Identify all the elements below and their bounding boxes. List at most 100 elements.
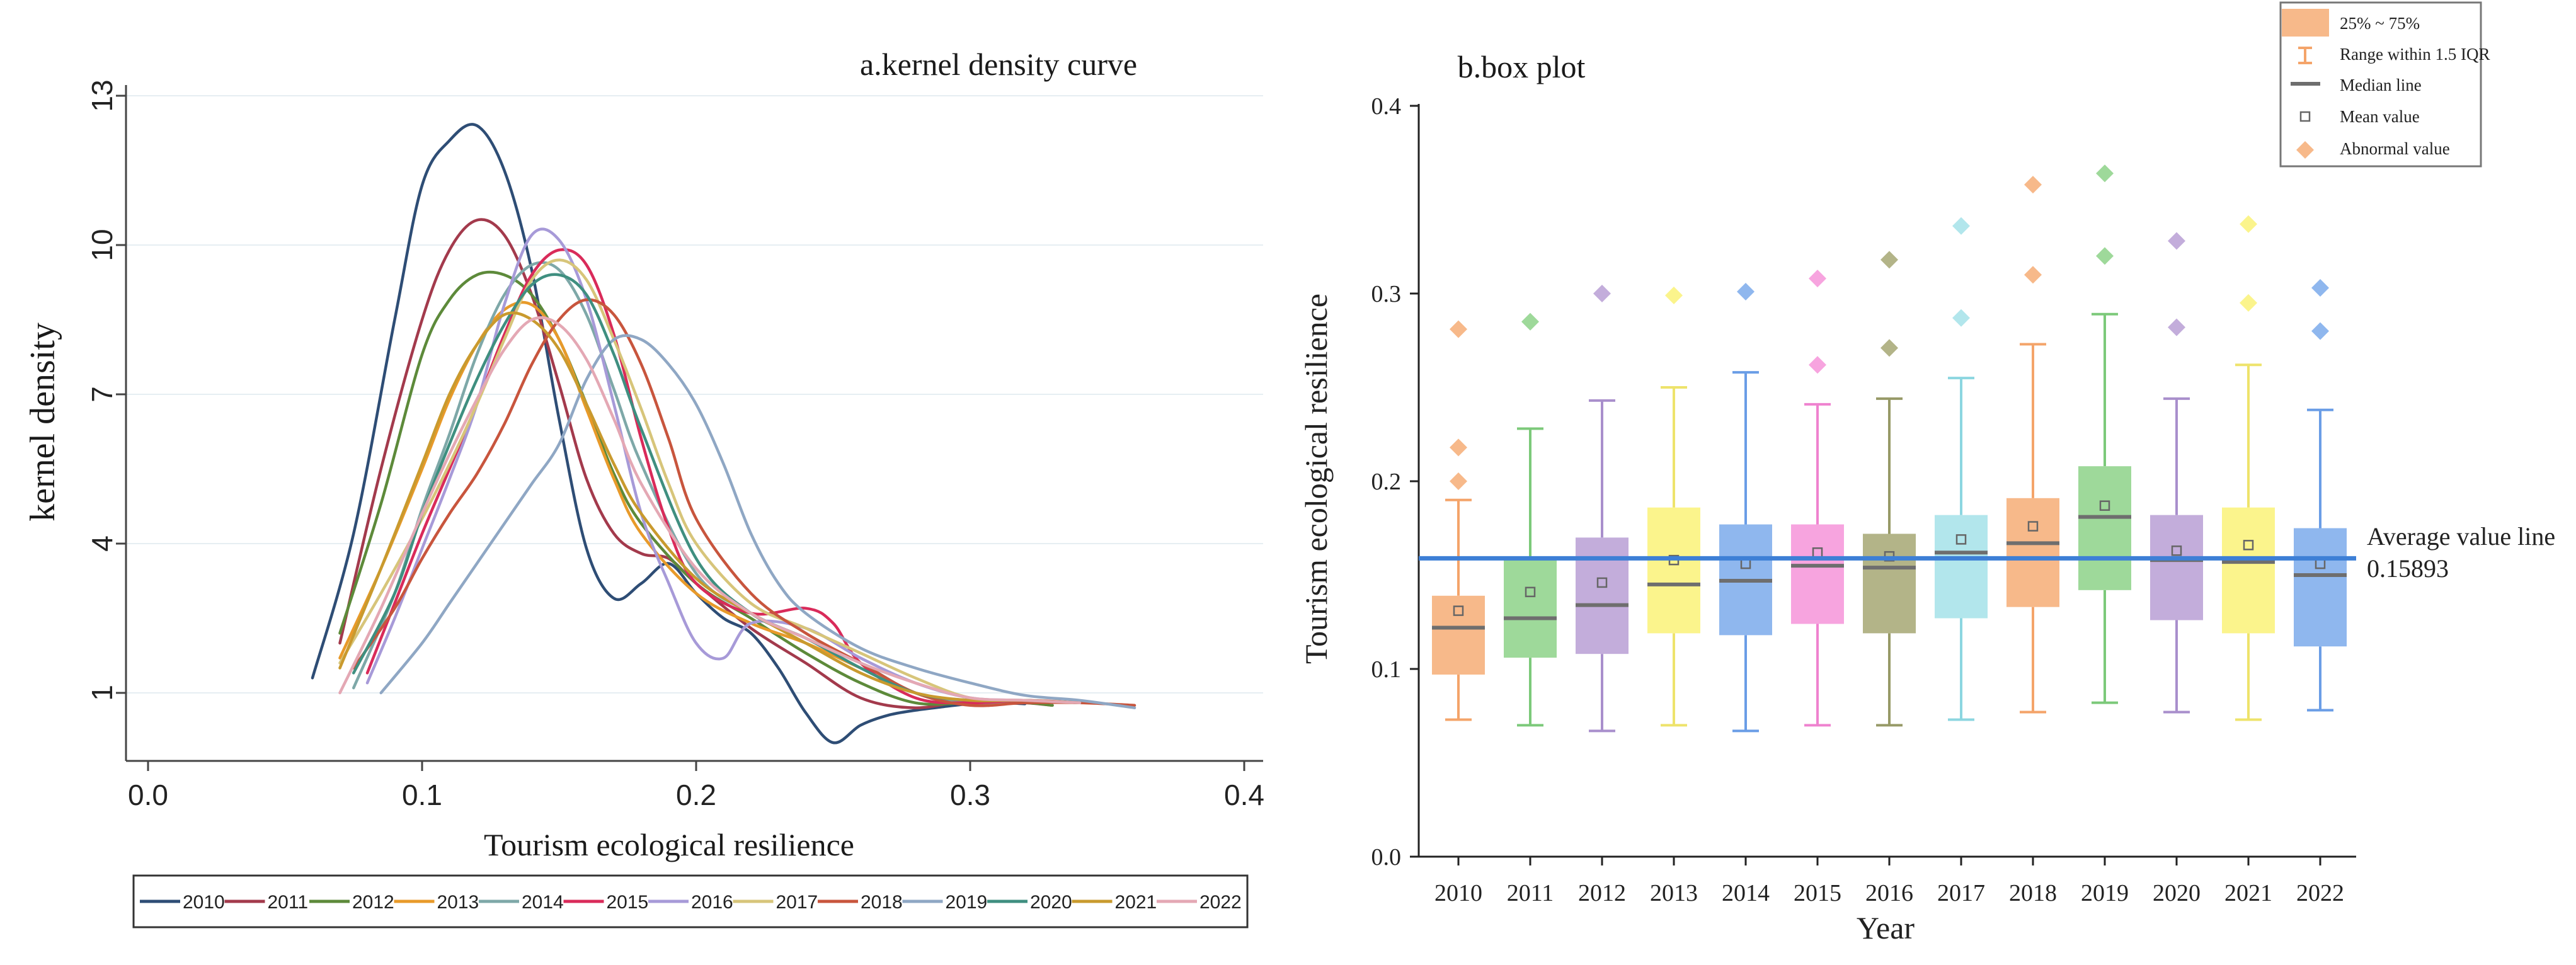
box-outlier (1521, 312, 1539, 331)
box-outlier (1880, 251, 1898, 269)
kernel-y-axis-label: kernel density (23, 323, 62, 522)
box-legend: 25% ~ 75% Range within 1.5 IQR Median li… (2279, 1, 2490, 168)
kernel-legend-label-2015: 2015 (607, 892, 649, 913)
kernel-y-tick-label: 7 (86, 386, 118, 403)
kernel-legend-label-2016: 2016 (691, 892, 733, 913)
box-2020 (2150, 232, 2203, 714)
box-y-tick-label: 0.3 (1371, 281, 1402, 307)
kernel-gridlines (126, 95, 1263, 694)
kernel-x-axis-label: Tourism ecological resilience (484, 827, 854, 862)
box-iqr (1935, 515, 1988, 619)
kernel-curve-2021 (338, 311, 1082, 705)
box-outlier (1809, 270, 1826, 288)
box-iqr (1863, 534, 1916, 634)
kernel-legend-label-2018: 2018 (861, 892, 903, 913)
kernel-legend-label-2017: 2017 (776, 892, 818, 913)
kernel-x-tick-label: 0.3 (950, 779, 990, 811)
kernel-curve-2012 (338, 270, 1054, 707)
box-mean (2171, 545, 2182, 556)
kernel-legend-label-2022: 2022 (1199, 892, 1242, 913)
kernel-legend: 2010 2011 2012 2013 2014 2015 2016 2017 2018 2019… (140, 892, 1242, 913)
kernel-curve-2010 (311, 123, 1027, 745)
box-outlier (1593, 285, 1611, 302)
average-line-label: Average value line (2367, 522, 2555, 551)
kernel-curve-2011 (338, 218, 1054, 709)
box-mean (1453, 605, 1464, 616)
box-x-axis-label: Year (1857, 910, 1915, 945)
kernel-x-tick-label: 0.2 (676, 779, 716, 811)
box-2017 (1935, 217, 1988, 721)
box-series (1432, 164, 2347, 733)
box-chart-title: b.box plot (1458, 49, 1586, 84)
box-iqr (1791, 524, 1844, 624)
kernel-y-tick-label: 10 (86, 229, 118, 261)
kernel-density-panel: a.kernel density curve 1 4 7 10 13 0.0 0.1 0.2… (23, 47, 1264, 928)
box-outlier (2240, 294, 2257, 312)
box-outlier (1880, 339, 1898, 357)
box-iqr (2222, 507, 2275, 634)
box-iqr (1576, 537, 1629, 654)
box-outlier (1450, 438, 1467, 457)
average-line-value: 0.15893 (2367, 554, 2449, 583)
kernel-x-tick-label: 0.4 (1224, 779, 1264, 811)
box-y-tick-label: 0.4 (1371, 93, 1402, 120)
box-2013 (1647, 286, 1700, 727)
legend-median-label: Median line (2340, 76, 2422, 94)
kernel-curves (311, 123, 1136, 745)
box-iqr (1432, 595, 1485, 675)
legend-outlier-label: Abnormal value (2340, 139, 2450, 158)
box-outlier (1665, 286, 1683, 304)
kernel-x-tick-label: 0.0 (128, 779, 168, 811)
kernel-legend-label-2020: 2020 (1030, 892, 1072, 913)
kernel-legend-label-2013: 2013 (437, 892, 479, 913)
box-2019 (2078, 164, 2131, 704)
box-y-tick-label: 0.0 (1371, 844, 1402, 871)
box-x-ticks: 2010 2011 2012 2013 2014 2015 2016 2017 2018 2019… (1434, 857, 2344, 906)
box-outlier (2240, 215, 2257, 233)
box-outlier (1450, 472, 1467, 490)
box-2015 (1791, 270, 1844, 727)
kernel-y-ticks: 1 4 7 10 13 (86, 79, 126, 701)
box-mean (1955, 534, 1967, 545)
kernel-curve-2020 (352, 273, 1082, 705)
box-2022 (2294, 279, 2347, 712)
legend-outlier-symbol (2296, 141, 2314, 159)
kernel-legend-label-2012: 2012 (352, 892, 394, 913)
box-x-tick-label: 2021 (2224, 880, 2272, 906)
box-iqr (2006, 498, 2059, 607)
kernel-legend-label-2011: 2011 (268, 892, 309, 913)
box-iqr (1504, 560, 1557, 658)
box-x-tick-label: 2022 (2296, 880, 2344, 906)
box-iqr (2078, 466, 2131, 590)
box-x-tick-label: 2018 (2009, 880, 2057, 906)
box-outlier (2168, 232, 2185, 250)
box-y-tick-label: 0.2 (1371, 469, 1402, 495)
box-x-tick-label: 2015 (1794, 880, 1841, 906)
kernel-curve-2022 (338, 316, 1082, 705)
kernel-legend-label-2014: 2014 (522, 892, 564, 913)
legend-whisker-label: Range within 1.5 IQR (2340, 45, 2490, 64)
legend-mean-symbol (2299, 111, 2311, 122)
box-outlier (1737, 283, 1755, 301)
box-mean (2027, 521, 2039, 532)
kernel-x-ticks: 0.0 0.1 0.2 0.3 0.4 (128, 761, 1264, 811)
box-2011 (1504, 312, 1557, 727)
box-mean (1525, 586, 1536, 598)
box-outlier (1450, 320, 1467, 338)
legend-iqr-label: 25% ~ 75% (2340, 14, 2420, 33)
kernel-legend-label-2021: 2021 (1115, 892, 1157, 913)
box-outlier (2096, 247, 2114, 265)
kernel-x-tick-label: 0.1 (402, 779, 442, 811)
kernel-legend-label-2010: 2010 (183, 892, 225, 913)
box-x-tick-label: 2010 (1434, 880, 1482, 906)
box-iqr (2150, 515, 2203, 620)
box-2021 (2222, 215, 2275, 721)
legend-whisker-symbol (2298, 47, 2312, 64)
box-outlier (2311, 279, 2329, 297)
box-x-tick-label: 2012 (1578, 880, 1626, 906)
kernel-chart-title: a.kernel density curve (860, 47, 1137, 82)
kernel-curve-2014 (352, 261, 1054, 705)
box-outlier (1952, 217, 1970, 235)
kernel-curve-2017 (338, 258, 1082, 705)
